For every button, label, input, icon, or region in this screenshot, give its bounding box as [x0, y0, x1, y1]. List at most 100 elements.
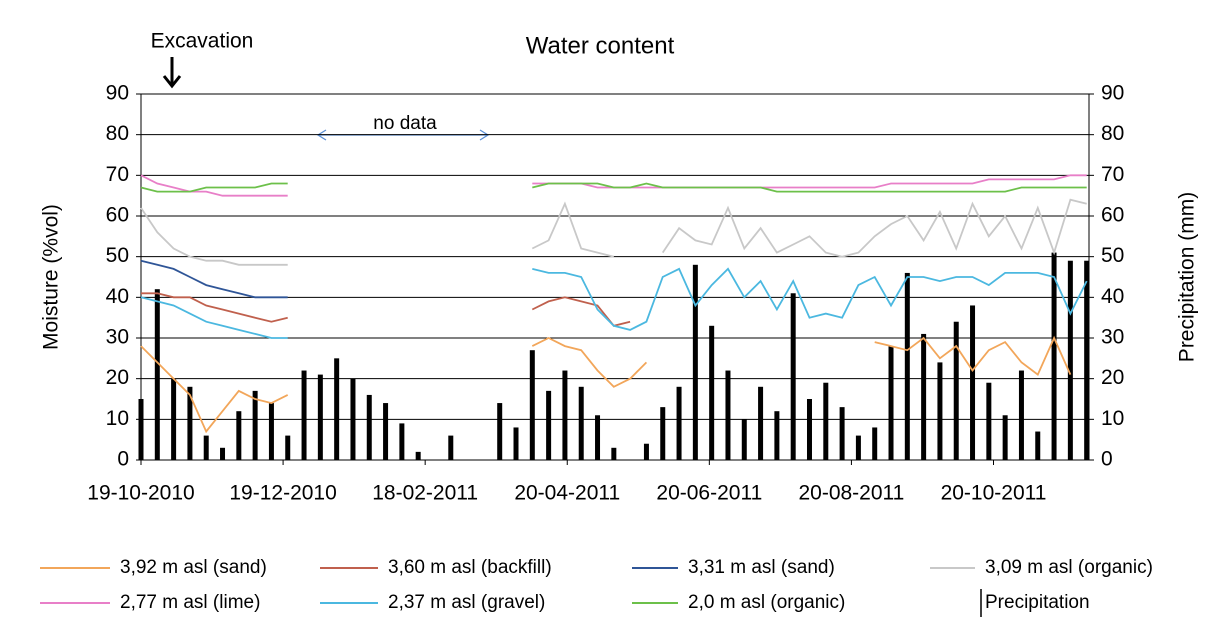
- precipitation-bar: [872, 427, 878, 460]
- chart-title: Water content: [526, 32, 675, 59]
- annotation-arrow: [162, 57, 182, 89]
- y-tick-label: 40: [106, 285, 129, 308]
- y2-tick-label: 60: [1101, 204, 1124, 227]
- precipitation-bar: [268, 403, 274, 460]
- y2-tick-label: 10: [1101, 407, 1124, 430]
- y-tick-label: 0: [117, 448, 129, 471]
- y-tick-label: 30: [106, 326, 129, 349]
- precipitation-bar: [823, 382, 829, 460]
- precipitation-bar: [660, 407, 666, 460]
- y-tick-label: 50: [106, 244, 129, 267]
- precipitation-bar: [317, 374, 323, 460]
- moisture-line: [140, 198, 1087, 266]
- legend-label: Precipitation: [985, 592, 1090, 613]
- y2-tick-label: 80: [1101, 122, 1124, 145]
- precipitation-bar: [187, 386, 193, 460]
- precipitation-bar: [643, 443, 649, 460]
- precipitation-bar: [888, 346, 894, 460]
- precipitation-bar: [1002, 415, 1008, 460]
- precipitation-bar: [562, 370, 568, 460]
- y2-tick-label: 30: [1101, 326, 1124, 349]
- precipitation-bar: [399, 423, 405, 460]
- precipitation-bar: [709, 325, 715, 460]
- y-tick-label: 20: [106, 366, 129, 389]
- precipitation-bar: [1067, 260, 1073, 460]
- precipitation-bar: [285, 435, 291, 460]
- precipitation-bar: [921, 333, 927, 460]
- precipitation-bar: [790, 293, 796, 460]
- y2-tick-label: 0: [1101, 448, 1113, 471]
- y2-tick-label: 50: [1101, 244, 1124, 267]
- precipitation-bar: [301, 370, 307, 460]
- precipitation-bar: [1084, 260, 1090, 460]
- y2-axis-label: Precipitation (mm): [1176, 192, 1199, 362]
- precipitation-bar: [171, 378, 177, 460]
- precipitation-bar: [855, 435, 861, 460]
- legend-label: 3,09 m asl (organic): [985, 557, 1153, 578]
- annotation: Excavation: [151, 30, 254, 53]
- x-tick-label: 19-12-2010: [229, 482, 336, 505]
- precipitation-bar: [220, 447, 226, 460]
- x-tick-label: 20-06-2011: [656, 482, 762, 505]
- y2-tick-label: 20: [1101, 366, 1124, 389]
- precipitation-bar: [154, 289, 160, 460]
- y-tick-label: 70: [106, 163, 129, 186]
- legend-label: 2,77 m asl (lime): [120, 592, 260, 613]
- moisture-line: [140, 182, 1087, 193]
- y2-tick-label: 40: [1101, 285, 1124, 308]
- precipitation-bar: [252, 390, 258, 460]
- x-tick-label: 20-10-2011: [941, 482, 1047, 505]
- moisture-line: [140, 267, 1088, 339]
- precipitation-bar: [350, 378, 356, 460]
- precipitation-bar: [1035, 431, 1041, 460]
- precipitation-bar: [546, 390, 552, 460]
- precipitation-bar: [203, 435, 209, 460]
- y2-tick-label: 90: [1101, 82, 1124, 105]
- precipitation-bar: [236, 411, 242, 460]
- precipitation-bar: [774, 411, 780, 460]
- precipitation-bar: [578, 386, 584, 460]
- y-tick-label: 80: [106, 122, 129, 145]
- legend-label: 3,31 m asl (sand): [688, 557, 835, 578]
- legend-label: 3,60 m asl (backfill): [388, 557, 552, 578]
- legend-label: 2,0 m asl (organic): [688, 592, 845, 613]
- precipitation-bar: [595, 415, 601, 460]
- annotation: no data: [373, 113, 437, 134]
- precipitation-bar: [741, 419, 747, 460]
- precipitation-bar: [513, 427, 519, 460]
- x-tick-label: 20-04-2011: [514, 482, 620, 505]
- precipitation-bar: [953, 321, 959, 460]
- precipitation-bar: [383, 403, 389, 460]
- precipitation-bar: [415, 451, 421, 460]
- precipitation-bar: [806, 399, 812, 460]
- precipitation-bar: [529, 350, 535, 460]
- moisture-line: [140, 335, 1072, 434]
- precipitation-bar: [986, 382, 992, 460]
- y-tick-label: 10: [106, 407, 129, 430]
- precipitation-bar: [937, 362, 943, 460]
- precipitation-bar: [138, 399, 144, 460]
- y-tick-label: 60: [106, 204, 129, 227]
- precipitation-bar: [904, 272, 910, 460]
- precipitation-bar: [497, 403, 503, 460]
- y-axis-label: Moisture (%vol): [40, 204, 63, 350]
- precipitation-bar: [970, 305, 976, 460]
- precipitation-bar: [839, 407, 845, 460]
- y2-tick-label: 70: [1101, 163, 1124, 186]
- precipitation-bar: [758, 386, 764, 460]
- precipitation-bar: [676, 386, 682, 460]
- precipitation-bar: [611, 447, 617, 460]
- x-tick-label: 19-10-2010: [87, 482, 194, 505]
- precipitation-bar: [692, 264, 698, 460]
- precipitation-bar: [366, 394, 372, 460]
- legend-label: 2,37 m asl (gravel): [388, 592, 545, 613]
- x-tick-label: 18-02-2011: [372, 482, 478, 505]
- precipitation-bar: [1051, 252, 1057, 460]
- precipitation-bar: [448, 435, 454, 460]
- y-tick-label: 90: [106, 82, 129, 105]
- precipitation-bar: [334, 358, 340, 460]
- legend-label: 3,92 m asl (sand): [120, 557, 267, 578]
- x-tick-label: 20-08-2011: [798, 482, 904, 505]
